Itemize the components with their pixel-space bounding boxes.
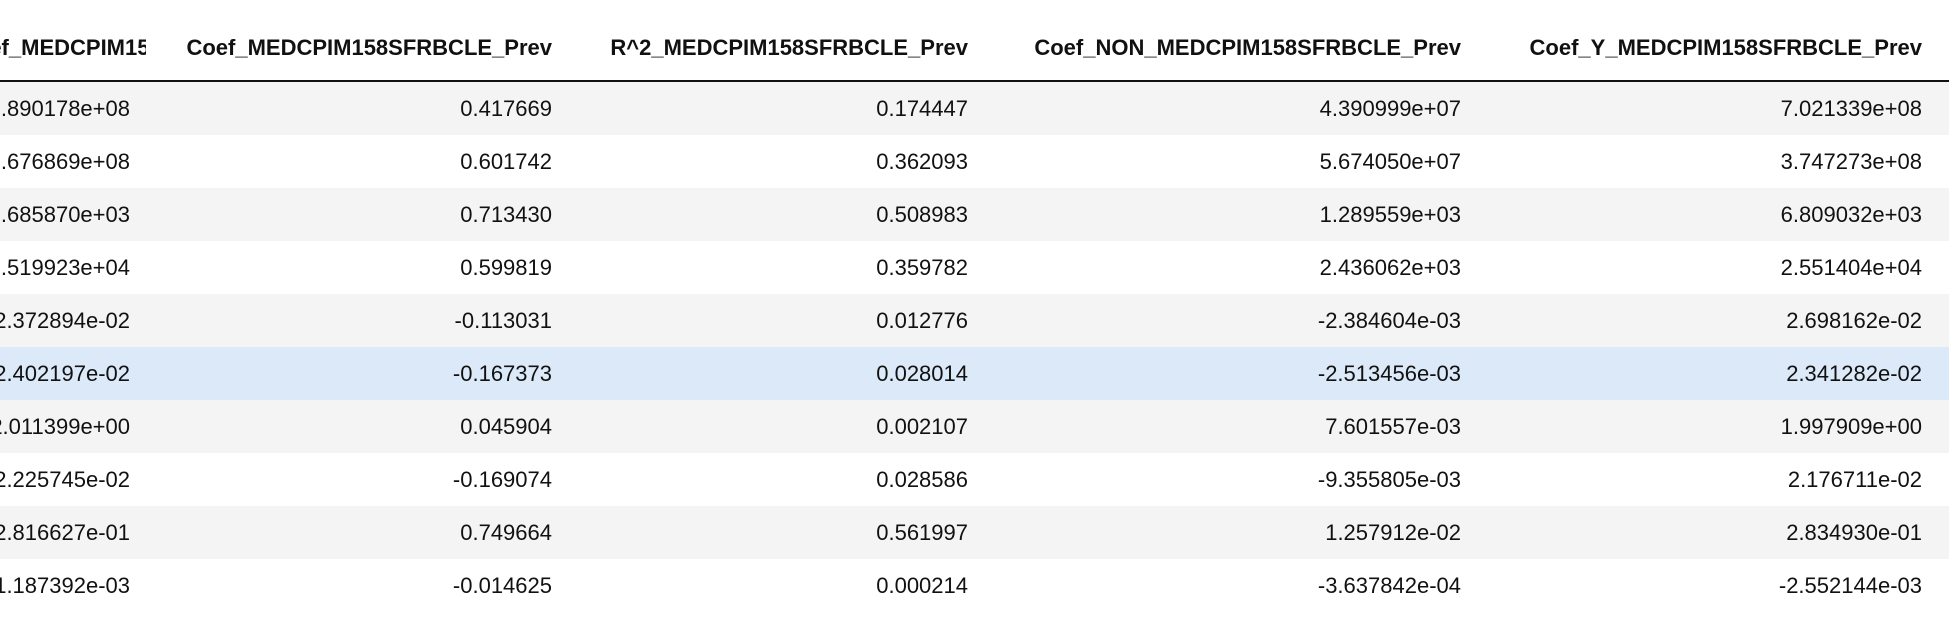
row-spacer (1934, 506, 1949, 559)
results-table: Coef_MEDCPIM158SFRBCLE Coef_MEDCPIM158SF… (0, 16, 1949, 612)
table-cell: -0.169074 (146, 453, 564, 506)
table-cell: 3.747273e+08 (1473, 135, 1934, 188)
table-cell: 5.685870e+03 (0, 188, 146, 241)
column-header[interactable]: Coef_MEDCPIM158SFRBCLE_Prev (146, 16, 564, 82)
row-spacer (1934, 81, 1949, 135)
row-spacer (1934, 294, 1949, 347)
column-header[interactable]: Coef_Y_MEDCPIM158SFRBCLE_Prev (1473, 16, 1934, 82)
table-cell: 0.045904 (146, 400, 564, 453)
table-cell: 7.601557e-03 (980, 400, 1473, 453)
table-cell: 0.002107 (564, 400, 980, 453)
table-row[interactable]: 2.402197e-02 -0.167373 0.028014 -2.513456e-… (0, 347, 1949, 400)
table-cell: 0.028014 (564, 347, 980, 400)
table-cell: 6.809032e+03 (1473, 188, 1934, 241)
table-row[interactable]: 2.225745e-02 -0.169074 0.028586 -9.355805e-… (0, 453, 1949, 506)
table-body: 3.890178e+08 0.417669 0.174447 4.390999e+07… (0, 81, 1949, 612)
table-row[interactable]: 2.816627e-01 0.749664 0.561997 1.257912e-02… (0, 506, 1949, 559)
table-cell: 0.174447 (564, 81, 980, 135)
table-row[interactable]: 2.519923e+04 0.599819 0.359782 2.436062e+03… (0, 241, 1949, 294)
table-row[interactable]: 2.011399e+00 0.045904 0.002107 7.601557e-03… (0, 400, 1949, 453)
table-cell: 2.176711e-02 (1473, 453, 1934, 506)
table-cell: -0.113031 (146, 294, 564, 347)
table-cell: 0.000214 (564, 559, 980, 612)
table-cell: 1.997909e+00 (1473, 400, 1934, 453)
table-cell: 2.436062e+03 (980, 241, 1473, 294)
table-cell: 0.601742 (146, 135, 564, 188)
table-cell: 5.674050e+07 (980, 135, 1473, 188)
table-cell: 0.028586 (564, 453, 980, 506)
column-header[interactable]: R^2_MEDCPIM158SFRBCLE_Prev (564, 16, 980, 82)
table-cell: 0.599819 (146, 241, 564, 294)
table-cell: -0.167373 (146, 347, 564, 400)
table-cell: -9.355805e-03 (980, 453, 1473, 506)
table-cell: 2.011399e+00 (0, 400, 146, 453)
table-cell: -2.384604e-03 (980, 294, 1473, 347)
header-row: Coef_MEDCPIM158SFRBCLE Coef_MEDCPIM158SF… (0, 16, 1949, 82)
column-header[interactable]: Coef_MEDCPIM158SFRBCLE (0, 16, 146, 82)
table-cell: 1.257912e-02 (980, 506, 1473, 559)
row-spacer (1934, 241, 1949, 294)
row-spacer (1934, 135, 1949, 188)
table-cell: 0.713430 (146, 188, 564, 241)
table-cell: 2.225745e-02 (0, 453, 146, 506)
table-cell: 2.551404e+04 (1473, 241, 1934, 294)
row-spacer (1934, 347, 1949, 400)
table-cell: 3.890178e+08 (0, 81, 146, 135)
table-cell: 0.012776 (564, 294, 980, 347)
table-cell: 0.359782 (564, 241, 980, 294)
table-cell: 2.834930e-01 (1473, 506, 1934, 559)
row-spacer (1934, 400, 1949, 453)
table-cell: -3.637842e-04 (980, 559, 1473, 612)
table-row[interactable]: 3.676869e+08 0.601742 0.362093 5.674050e+07… (0, 135, 1949, 188)
table-row[interactable]: 2.372894e-02 -0.113031 0.012776 -2.384604e-… (0, 294, 1949, 347)
table-cell: 3.676869e+08 (0, 135, 146, 188)
table-row[interactable]: 1.187392e-03 -0.014625 0.000214 -3.637842e-… (0, 559, 1949, 612)
table-row[interactable]: 3.890178e+08 0.417669 0.174447 4.390999e+07… (0, 81, 1949, 135)
table-cell: 1.187392e-03 (0, 559, 146, 612)
column-header[interactable]: Coef_NON_MEDCPIM158SFRBCLE_Prev (980, 16, 1473, 82)
table-cell: -0.014625 (146, 559, 564, 612)
table-cell: 1.289559e+03 (980, 188, 1473, 241)
table-cell: 0.561997 (564, 506, 980, 559)
table-cell: 2.519923e+04 (0, 241, 146, 294)
header-spacer (1934, 16, 1949, 82)
table-cell: 0.508983 (564, 188, 980, 241)
table-cell: 4.390999e+07 (980, 81, 1473, 135)
row-spacer (1934, 559, 1949, 612)
table-cell: -2.552144e-03 (1473, 559, 1934, 612)
table-cell: 0.749664 (146, 506, 564, 559)
table-row[interactable]: 5.685870e+03 0.713430 0.508983 1.289559e+03… (0, 188, 1949, 241)
row-spacer (1934, 453, 1949, 506)
table-cell: 0.362093 (564, 135, 980, 188)
table-cell: 2.698162e-02 (1473, 294, 1934, 347)
table-cell: 2.341282e-02 (1473, 347, 1934, 400)
table-cell: 7.021339e+08 (1473, 81, 1934, 135)
table-cell: 2.372894e-02 (0, 294, 146, 347)
row-spacer (1934, 188, 1949, 241)
table-cell: 2.816627e-01 (0, 506, 146, 559)
table-cell: 0.417669 (146, 81, 564, 135)
table-cell: -2.513456e-03 (980, 347, 1473, 400)
table-cell: 2.402197e-02 (0, 347, 146, 400)
